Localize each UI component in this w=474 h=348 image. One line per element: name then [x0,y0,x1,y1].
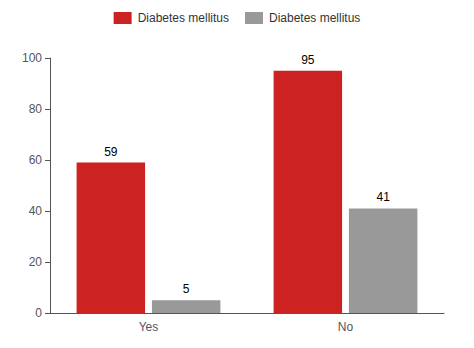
svg-text:60: 60 [29,153,43,167]
svg-text:100: 100 [22,51,42,65]
svg-text:40: 40 [29,204,43,218]
svg-text:20: 20 [29,255,43,269]
svg-text:80: 80 [29,102,43,116]
svg-text:95: 95 [301,53,315,67]
svg-text:Diabetes mellitus: Diabetes mellitus [138,11,229,25]
svg-text:Diabetes mellitus: Diabetes mellitus [269,11,360,25]
svg-text:5: 5 [183,282,190,296]
svg-text:0: 0 [35,306,42,320]
svg-text:59: 59 [104,145,118,159]
svg-text:41: 41 [376,190,390,204]
svg-text:No: No [338,320,354,334]
svg-text:Yes: Yes [139,320,159,334]
